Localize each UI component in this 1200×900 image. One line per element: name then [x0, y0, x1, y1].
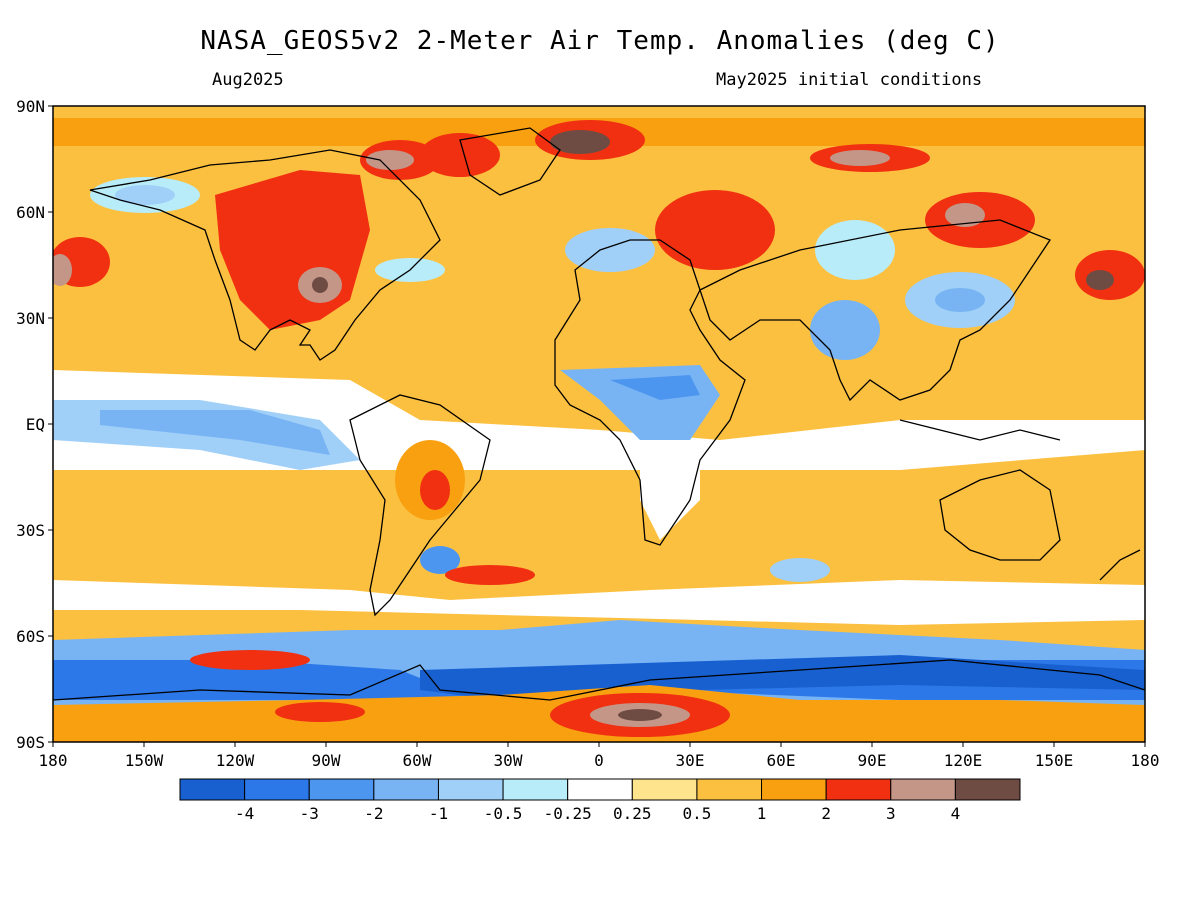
initial-conditions-label: May2025 initial conditions	[716, 70, 983, 90]
lon-tick-label: 120E	[944, 751, 983, 770]
anomaly-field	[53, 106, 1145, 742]
lon-tick-label: 120W	[216, 751, 255, 770]
lon-tick-label: 30E	[676, 751, 705, 770]
colorbar-swatch	[502, 778, 569, 801]
colorbar-swatch	[761, 778, 827, 801]
lat-tick-label: 60N	[16, 203, 45, 222]
colorbar-swatch	[179, 778, 246, 801]
colorbar-swatch	[890, 778, 956, 801]
coastlines	[53, 127, 1145, 701]
lon-tick-label: 90E	[858, 751, 887, 770]
lon-tick-label: 60E	[767, 751, 796, 770]
colorbar-label: 4	[951, 804, 961, 823]
colorbar-swatch	[825, 778, 892, 801]
lon-tick-label: 150W	[125, 751, 164, 770]
colorbar-label: 0.5	[682, 804, 711, 823]
colorbar-label: -4	[235, 804, 254, 823]
colorbar-swatch	[696, 778, 763, 801]
map-title: NASA_GEOS5v2 2-Meter Air Temp. Anomalies…	[200, 26, 1000, 56]
lat-tick-label: 90N	[16, 97, 45, 116]
lat-tick-label: 30N	[16, 309, 45, 328]
colorbar-swatch	[437, 778, 504, 801]
colorbar-label: 2	[821, 804, 831, 823]
lon-tick-label: 60W	[403, 751, 432, 770]
lon-tick-label: 90W	[312, 751, 341, 770]
colorbar-swatch	[954, 778, 1021, 801]
colorbar: -4 -3 -2 -1 -0.5 -0.25 0.25 0.5 1 2 3 4	[179, 778, 1021, 823]
lon-tick-label: 180	[39, 751, 68, 770]
lon-tick-label: 150E	[1035, 751, 1074, 770]
lon-tick-label: 30W	[494, 751, 523, 770]
valid-month-label: Aug2025	[212, 70, 284, 90]
lat-tick-label: 90S	[16, 733, 45, 752]
lat-tick-label: 60S	[16, 627, 45, 646]
colorbar-swatch	[308, 778, 375, 801]
colorbar-swatch	[244, 778, 310, 801]
lon-tick-label: 0	[594, 751, 604, 770]
lon-tick-label: 180	[1131, 751, 1160, 770]
colorbar-label: -2	[364, 804, 383, 823]
colorbar-swatch	[567, 778, 633, 801]
colorbar-label: 3	[886, 804, 896, 823]
lat-tick-label: EQ	[26, 415, 45, 434]
colorbar-label: 0.25	[613, 804, 652, 823]
colorbar-swatch	[373, 778, 439, 801]
colorbar-label: -0.25	[544, 804, 592, 823]
colorbar-label: 1	[757, 804, 767, 823]
colorbar-swatch	[631, 778, 698, 801]
colorbar-label: -1	[429, 804, 448, 823]
colorbar-label: -3	[300, 804, 319, 823]
colorbar-label: -0.5	[484, 804, 523, 823]
lat-tick-label: 30S	[16, 521, 45, 540]
